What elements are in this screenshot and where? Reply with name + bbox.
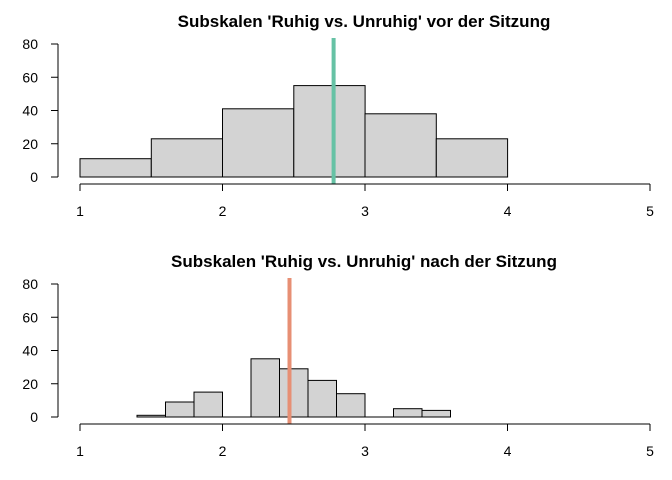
x-tick-label-before-0: 1 bbox=[76, 203, 84, 219]
histogram-panel-before: Subskalen 'Ruhig vs. Unruhig' vor der Si… bbox=[22, 12, 654, 219]
y-tick-label-after-1: 20 bbox=[22, 376, 38, 392]
histogram-bar-before-4 bbox=[364, 113, 437, 178]
x-tick-label-after-4: 5 bbox=[646, 443, 654, 459]
histogram-bar-after-5 bbox=[279, 368, 309, 418]
y-tick-label-before-0: 0 bbox=[30, 169, 38, 185]
x-tick-label-before-4: 5 bbox=[646, 203, 654, 219]
histogram-bar-after-1 bbox=[165, 401, 195, 418]
y-tick-label-before-1: 20 bbox=[22, 136, 38, 152]
x-tick-label-after-1: 2 bbox=[219, 443, 227, 459]
histogram-bar-after-9 bbox=[393, 408, 423, 418]
histogram-bar-after-4 bbox=[250, 358, 280, 418]
y-tick-label-after-0: 0 bbox=[30, 409, 38, 425]
histogram-bar-before-3 bbox=[293, 85, 366, 178]
x-tick-label-before-2: 3 bbox=[361, 203, 369, 219]
y-tick-label-before-4: 80 bbox=[22, 36, 38, 52]
chart-title-before: Subskalen 'Ruhig vs. Unruhig' vor der Si… bbox=[178, 12, 551, 31]
y-tick-label-after-3: 60 bbox=[22, 309, 38, 325]
histogram-bar-after-10 bbox=[421, 409, 451, 418]
histogram-bar-before-0 bbox=[79, 158, 152, 178]
x-tick-label-before-3: 4 bbox=[504, 203, 512, 219]
x-tick-label-before-1: 2 bbox=[219, 203, 227, 219]
histogram-panel-after: Subskalen 'Ruhig vs. Unruhig' nach der S… bbox=[22, 252, 654, 459]
histogram-bar-after-6 bbox=[307, 379, 337, 418]
y-tick-label-before-3: 60 bbox=[22, 69, 38, 85]
chart-title-after: Subskalen 'Ruhig vs. Unruhig' nach der S… bbox=[171, 252, 557, 271]
x-tick-label-after-3: 4 bbox=[504, 443, 512, 459]
histogram-bar-before-1 bbox=[150, 138, 224, 178]
x-tick-label-after-0: 1 bbox=[76, 443, 84, 459]
histogram-bar-before-2 bbox=[222, 108, 295, 178]
x-tick-label-after-2: 3 bbox=[361, 443, 369, 459]
y-tick-label-after-2: 40 bbox=[22, 343, 38, 359]
y-tick-label-before-2: 40 bbox=[22, 103, 38, 119]
y-tick-label-after-4: 80 bbox=[22, 276, 38, 292]
histogram-bar-before-5 bbox=[435, 138, 509, 178]
histogram-bar-after-7 bbox=[336, 393, 366, 418]
histogram-bar-after-2 bbox=[193, 391, 223, 418]
